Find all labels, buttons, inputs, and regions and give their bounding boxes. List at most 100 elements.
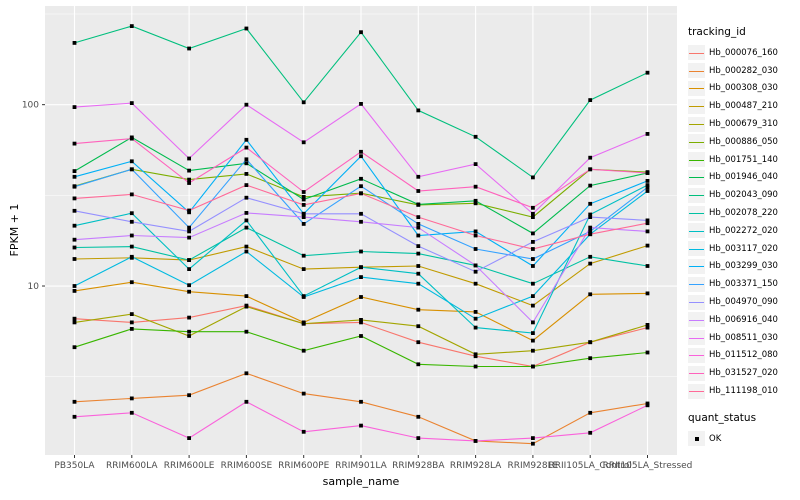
legend-item-Hb_001751_140: Hb_001751_140	[688, 151, 798, 169]
legend-label: Hb_000282_030	[709, 65, 778, 76]
legend-label: Hb_002078_220	[709, 208, 778, 219]
legend-item-Hb_000487_210: Hb_000487_210	[688, 97, 798, 115]
legend-line-icon	[689, 230, 704, 232]
legend-label: Hb_000487_210	[709, 101, 778, 112]
legend-label: Hb_000679_310	[709, 119, 778, 130]
svg-text:RRIM901LA: RRIM901LA	[335, 461, 387, 471]
legend-item-Hb_000308_030: Hb_000308_030	[688, 80, 798, 98]
x-axis-title: sample_name	[322, 475, 400, 488]
svg-text:100: 100	[22, 101, 39, 111]
legend-key	[688, 276, 705, 292]
legend-key	[688, 365, 705, 381]
y-tick-labels: 10 100	[22, 101, 39, 292]
legend-item-Hb_111198_010: Hb_111198_010	[688, 382, 798, 400]
legend-label: Hb_011512_080	[709, 350, 778, 361]
legend-label: Hb_000076_160	[709, 47, 778, 58]
legend-item-Hb_008511_030: Hb_008511_030	[688, 329, 798, 347]
legend-key	[688, 330, 705, 346]
legend-label: Hb_004970_090	[709, 297, 778, 308]
legend-item-Hb_006916_040: Hb_006916_040	[688, 311, 798, 329]
legend-label: Hb_003117_020	[709, 243, 778, 254]
legend-item-Hb_000076_160: Hb_000076_160	[688, 44, 798, 62]
x-tick-labels: PB350LA RRIM600LA RRIM600LE RRIM600SE RRIM60…	[54, 461, 692, 471]
legend-line-icon	[689, 319, 704, 321]
svg-text:RRIM928BA: RRIM928BA	[392, 461, 445, 471]
legend-key	[688, 116, 705, 132]
legend-line-icon	[689, 141, 704, 143]
svg-text:10: 10	[28, 282, 40, 292]
svg-text:RRIM600PE: RRIM600PE	[278, 461, 330, 471]
legend-item-Hb_002078_220: Hb_002078_220	[688, 204, 798, 222]
legend-key	[688, 205, 705, 221]
legend-label: Hb_008511_030	[709, 332, 778, 343]
legend-title-quant-status: quant_status	[688, 411, 757, 424]
legend-line-icon	[689, 195, 704, 197]
legend-item-Hb_001946_040: Hb_001946_040	[688, 169, 798, 187]
legend-key	[688, 312, 705, 328]
legend-title-tracking-id: tracking_id	[688, 26, 746, 38]
legend-key	[688, 241, 705, 257]
legend-line-icon	[689, 284, 704, 286]
legend-line-icon	[689, 266, 704, 268]
legend-label: Hb_031527_020	[709, 368, 778, 379]
legend-key	[688, 63, 705, 79]
legend-key	[688, 152, 705, 168]
legend-label: Hb_003299_030	[709, 261, 778, 272]
legend-label: Hb_002043_090	[709, 190, 778, 201]
legend-line-icon	[689, 124, 704, 126]
legend-line-icon	[689, 159, 704, 161]
legend-line-icon	[689, 391, 704, 393]
legend-label: Hb_111198_010	[709, 386, 778, 397]
legend-key	[688, 169, 705, 185]
legend-line-icon	[689, 248, 704, 250]
legend-label: Hb_001751_140	[709, 154, 778, 165]
legend-item-Hb_003371_150: Hb_003371_150	[688, 275, 798, 293]
y-axis-title: FPKM + 1	[8, 203, 21, 257]
legend-line-icon	[689, 355, 704, 357]
legend-label: Hb_000308_030	[709, 83, 778, 94]
svg-text:RRIM600SE: RRIM600SE	[221, 461, 273, 471]
legend-line-icon	[689, 52, 704, 54]
legend-key	[688, 294, 705, 310]
legend-line-icon	[689, 302, 704, 304]
legend-label: Hb_003371_150	[709, 279, 778, 290]
svg-text:PB350LA: PB350LA	[54, 461, 95, 471]
legend-label: OK	[709, 433, 722, 444]
legend-item-Hb_000282_030: Hb_000282_030	[688, 62, 798, 80]
legend-line-icon	[689, 373, 704, 375]
legend-item-Hb_002272_020: Hb_002272_020	[688, 222, 798, 240]
legend-item-Hb_003299_030: Hb_003299_030	[688, 258, 798, 276]
black-square-point-icon	[694, 436, 699, 441]
svg-text:RRIM600LE: RRIM600LE	[164, 461, 215, 471]
legend-item-Hb_000886_050: Hb_000886_050	[688, 133, 798, 151]
legend-key	[688, 223, 705, 239]
legend-key	[688, 98, 705, 114]
legend-item-Hb_011512_080: Hb_011512_080	[688, 347, 798, 365]
legend-line-icon	[689, 177, 704, 179]
legend-label: Hb_000886_050	[709, 136, 778, 147]
legend-label: Hb_002272_020	[709, 225, 778, 236]
legend-item-Hb_031527_020: Hb_031527_020	[688, 364, 798, 382]
legend-item-Hb_002043_090: Hb_002043_090	[688, 186, 798, 204]
legend-line-icon	[689, 88, 704, 90]
quant-status-key	[688, 431, 705, 447]
legend-label: Hb_001946_040	[709, 172, 778, 183]
legend-key	[688, 80, 705, 96]
axis-ticks	[42, 104, 648, 458]
legend-key	[688, 258, 705, 274]
svg-text:RRIM928LE: RRIM928LE	[507, 461, 558, 471]
svg-text:RRIM600LA: RRIM600LA	[106, 461, 158, 471]
legend-key	[688, 45, 705, 61]
legend-items: Hb_000076_160 Hb_000282_030 Hb_000308_030 H…	[688, 44, 798, 400]
legend-item-Hb_000679_310: Hb_000679_310	[688, 115, 798, 133]
data-points	[72, 24, 650, 446]
legend-key	[688, 347, 705, 363]
legend-item-Hb_003117_020: Hb_003117_020	[688, 240, 798, 258]
svg-text:RRIM928LA: RRIM928LA	[450, 461, 502, 471]
legend-line-icon	[689, 106, 704, 108]
svg-text:RRII105LA_Control: RRII105LA_Control	[548, 461, 631, 471]
legend: tracking_id Hb_000076_160 Hb_000282_030 Hb…	[688, 26, 798, 448]
legend-label: Hb_006916_040	[709, 314, 778, 325]
